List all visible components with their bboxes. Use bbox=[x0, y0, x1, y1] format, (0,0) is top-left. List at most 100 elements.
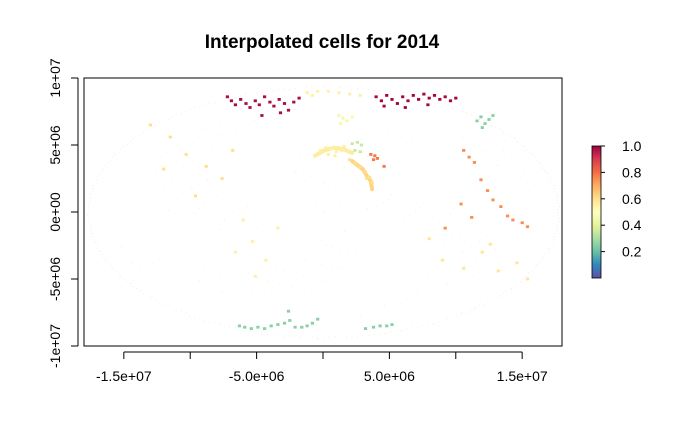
cell bbox=[243, 325, 247, 329]
outline-cell bbox=[89, 196, 91, 199]
outline-cell bbox=[101, 253, 103, 255]
region-greenland-coast-mid bbox=[305, 90, 362, 97]
outline-cell bbox=[558, 218, 560, 220]
background-cell bbox=[497, 165, 498, 166]
region-antarctica-teal bbox=[237, 309, 394, 330]
outline-cell bbox=[208, 321, 210, 323]
cell bbox=[162, 167, 166, 171]
outline-cell bbox=[357, 88, 359, 90]
background-cell bbox=[468, 159, 470, 161]
region-iberia-italy bbox=[348, 158, 374, 184]
cell bbox=[241, 218, 245, 222]
background-cell bbox=[216, 195, 218, 197]
background-cell bbox=[378, 314, 380, 316]
outline-cell bbox=[351, 88, 353, 90]
cell bbox=[417, 98, 421, 101]
outline-cell bbox=[401, 93, 403, 95]
background-cell bbox=[393, 148, 395, 150]
outline-cell bbox=[228, 96, 231, 98]
background-cell bbox=[138, 270, 140, 272]
background-cell bbox=[339, 205, 341, 206]
region-europe-central bbox=[318, 144, 346, 158]
outline-cell bbox=[379, 334, 381, 336]
background-cell bbox=[459, 233, 460, 235]
cell bbox=[488, 242, 492, 246]
background-cell bbox=[206, 138, 208, 140]
cell bbox=[286, 108, 291, 112]
cell bbox=[406, 99, 410, 103]
cell bbox=[237, 324, 241, 328]
outline-cell bbox=[362, 335, 365, 337]
outline-cell bbox=[549, 179, 551, 181]
background-cell bbox=[198, 280, 200, 282]
outline-cell bbox=[557, 215, 560, 217]
background-cell bbox=[173, 261, 175, 263]
outline-cell bbox=[142, 293, 144, 295]
legend-color-bar bbox=[591, 145, 602, 279]
cell bbox=[506, 214, 510, 218]
background-cell bbox=[382, 202, 384, 204]
background-cell bbox=[320, 158, 321, 160]
outline-cell bbox=[96, 244, 99, 246]
background-cell bbox=[168, 276, 170, 278]
outline-cell bbox=[328, 87, 331, 89]
outline-cell bbox=[289, 89, 291, 91]
outline-cell bbox=[167, 118, 169, 120]
outline-cell bbox=[203, 104, 206, 106]
plot-frame bbox=[83, 77, 563, 347]
cell bbox=[422, 92, 426, 96]
outline-cell bbox=[234, 327, 236, 329]
cell bbox=[403, 106, 407, 109]
background-cell bbox=[302, 276, 304, 278]
cell bbox=[268, 100, 272, 104]
background-cell bbox=[236, 122, 238, 124]
outline-cell bbox=[306, 336, 308, 338]
map-layer bbox=[86, 86, 560, 340]
background-cell bbox=[199, 166, 201, 168]
outline-cell bbox=[143, 131, 145, 133]
background-cell bbox=[233, 211, 235, 213]
outline-cell bbox=[483, 120, 485, 122]
outline-cell bbox=[495, 297, 498, 299]
cell bbox=[486, 189, 490, 192]
outline-cell bbox=[294, 335, 297, 337]
cell bbox=[334, 150, 338, 154]
outline-cell bbox=[548, 247, 550, 249]
outline-cell bbox=[474, 117, 476, 119]
background-cell bbox=[239, 285, 241, 287]
background-cell bbox=[473, 274, 475, 276]
background-cell bbox=[409, 214, 411, 216]
cell bbox=[316, 317, 320, 321]
outline-cell bbox=[417, 97, 419, 99]
cell bbox=[358, 94, 362, 97]
cell bbox=[427, 237, 431, 241]
outline-cell bbox=[86, 215, 89, 217]
outline-cell bbox=[277, 89, 280, 91]
background-cell bbox=[163, 186, 165, 188]
background-cell bbox=[300, 212, 302, 214]
outline-cell bbox=[136, 288, 138, 290]
background-cell bbox=[460, 279, 462, 281]
outline-cell bbox=[317, 86, 319, 89]
background-cell bbox=[291, 287, 293, 289]
background-cell bbox=[462, 137, 464, 139]
outline-cell bbox=[256, 331, 258, 333]
cell bbox=[256, 325, 260, 329]
outline-cell bbox=[109, 159, 112, 161]
outline-cell bbox=[328, 336, 331, 338]
cell bbox=[233, 103, 237, 107]
outline-cell bbox=[255, 92, 258, 94]
cell bbox=[454, 96, 458, 100]
background-cell bbox=[361, 138, 363, 140]
outline-cell bbox=[523, 145, 525, 147]
outline-cell bbox=[104, 164, 106, 166]
cell bbox=[249, 327, 253, 330]
outline-cell bbox=[441, 104, 444, 107]
outline-cell bbox=[556, 230, 558, 232]
outline-cell bbox=[305, 86, 308, 88]
background-cell bbox=[344, 230, 346, 232]
background-cell bbox=[183, 193, 185, 195]
background-cell bbox=[337, 163, 339, 165]
cell bbox=[375, 157, 379, 160]
region-oceania-scatter bbox=[427, 237, 530, 281]
